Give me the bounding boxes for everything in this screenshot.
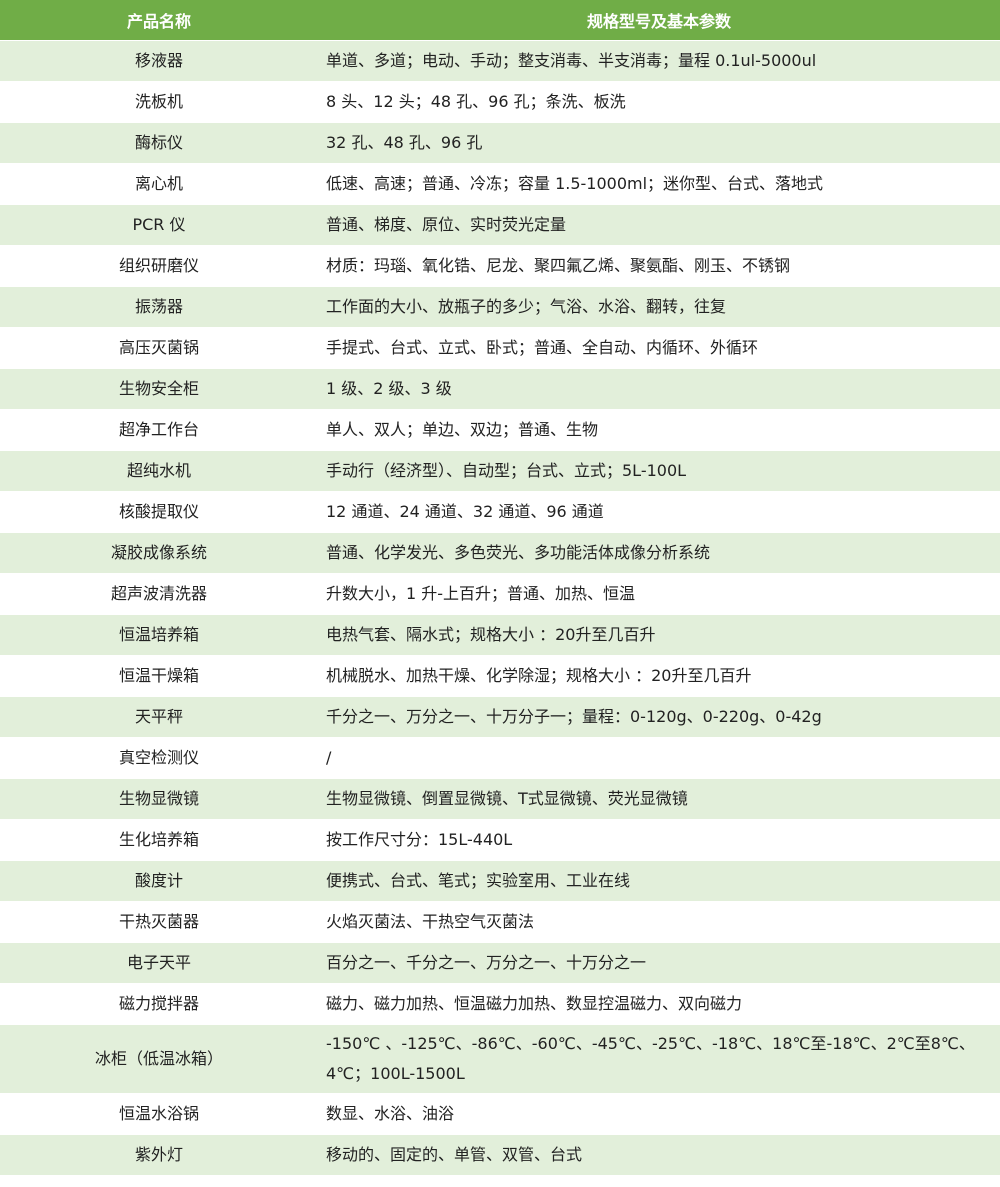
table-header: 产品名称 规格型号及基本参数	[0, 0, 1000, 41]
spec-cell: 电热气套、隔水式；规格大小 ：20升至几百升	[318, 614, 1000, 656]
product-name-cell: 恒温干燥箱	[0, 655, 318, 697]
table-row: 紫外灯 移动的、固定的、单管、双管、台式	[0, 1134, 1000, 1176]
table-row: 生物显微镜 生物显微镜、倒置显微镜、T式显微镜、荧光显微镜	[0, 778, 1000, 820]
product-name-cell: 紫外灯	[0, 1134, 318, 1176]
spec-cell: 百分之一、千分之一、万分之一、十万分之一	[318, 942, 1000, 984]
spec-cell: 普通、梯度、原位、实时荧光定量	[318, 204, 1000, 246]
header-product-name: 产品名称	[0, 0, 318, 41]
table-row: 生化培养箱 按工作尺寸分：15L-440L	[0, 819, 1000, 861]
header-spec: 规格型号及基本参数	[318, 0, 1000, 41]
table-row: 电子天平 百分之一、千分之一、万分之一、十万分之一	[0, 942, 1000, 984]
product-name-cell: 高压灭菌锅	[0, 327, 318, 369]
table-row: 超声波清洗器 升数大小，1 升-上百升；普通、加热、恒温	[0, 573, 1000, 615]
spec-cell: 单人、双人；单边、双边；普通、生物	[318, 409, 1000, 451]
product-name-cell: 超纯水机	[0, 450, 318, 492]
spec-cell: 32 孔、48 孔、96 孔	[318, 122, 1000, 164]
product-name-cell: 电子天平	[0, 942, 318, 984]
product-name-cell: 恒温培养箱	[0, 614, 318, 656]
product-name-cell: PCR 仪	[0, 204, 318, 246]
spec-cell: 12 通道、24 通道、32 通道、96 通道	[318, 491, 1000, 533]
table-row: 酶标仪 32 孔、48 孔、96 孔	[0, 122, 1000, 164]
product-name-cell: 离心机	[0, 163, 318, 205]
table-row: 恒温水浴锅 数显、水浴、油浴	[0, 1093, 1000, 1135]
spec-cell: 单道、多道；电动、手动；整支消毒、半支消毒；量程 0.1ul-5000ul	[318, 40, 1000, 82]
spec-cell: 低速、高速；普通、冷冻；容量 1.5-1000ml；迷你型、台式、落地式	[318, 163, 1000, 205]
product-name-cell: 酶标仪	[0, 122, 318, 164]
product-name-cell: 生化培养箱	[0, 819, 318, 861]
product-name-cell: 恒温水浴锅	[0, 1093, 318, 1135]
table-row: 核酸提取仪 12 通道、24 通道、32 通道、96 通道	[0, 491, 1000, 533]
spec-cell: 移动的、固定的、单管、双管、台式	[318, 1134, 1000, 1176]
spec-cell: 8 头、12 头；48 孔、96 孔；条洗、板洗	[318, 81, 1000, 123]
product-name-cell: 冰柜（低温冰箱）	[0, 1024, 318, 1094]
table-row: 冰柜（低温冰箱） -150℃ 、-125℃、-86℃、-60℃、-45℃、-25℃…	[0, 1024, 1000, 1094]
table-row: 生物安全柜 1 级、2 级、3 级	[0, 368, 1000, 410]
product-name-cell: 天平秤	[0, 696, 318, 738]
product-name-cell: 组织研磨仪	[0, 245, 318, 287]
product-name-cell: 酸度计	[0, 860, 318, 902]
spec-cell: 工作面的大小、放瓶子的多少；气浴、水浴、翻转，往复	[318, 286, 1000, 328]
product-name-cell: 洗板机	[0, 81, 318, 123]
spec-cell: 升数大小，1 升-上百升；普通、加热、恒温	[318, 573, 1000, 615]
table-row: 恒温干燥箱 机械脱水、加热干燥、化学除湿；规格大小 ：20升至几百升	[0, 655, 1000, 697]
product-name-cell: 核酸提取仪	[0, 491, 318, 533]
spec-cell: 材质：玛瑙、氧化锆、尼龙、聚四氟乙烯、聚氨酯、刚玉、不锈钢	[318, 245, 1000, 287]
spec-cell: 磁力、磁力加热、恒温磁力加热、数显控温磁力、双向磁力	[318, 983, 1000, 1025]
spec-cell: 手动行（经济型）、自动型；台式、立式；5L-100L	[318, 450, 1000, 492]
product-name-cell: 超净工作台	[0, 409, 318, 451]
product-name-cell: 生物显微镜	[0, 778, 318, 820]
table-row: 天平秤 千分之一、万分之一、十万分子一；量程：0-120g、0-220g、0-42…	[0, 696, 1000, 738]
spec-cell: /	[318, 737, 1000, 779]
product-name-cell: 磁力搅拌器	[0, 983, 318, 1025]
table-row: 干热灭菌器 火焰灭菌法、干热空气灭菌法	[0, 901, 1000, 943]
table-row: PCR 仪普通、梯度、原位、实时荧光定量	[0, 204, 1000, 246]
table-row: 酸度计 便携式、台式、笔式；实验室用、工业在线	[0, 860, 1000, 902]
product-name-cell: 凝胶成像系统	[0, 532, 318, 574]
spec-cell: 机械脱水、加热干燥、化学除湿；规格大小 ：20升至几百升	[318, 655, 1000, 697]
spec-cell: 1 级、2 级、3 级	[318, 368, 1000, 410]
product-name-cell: 干热灭菌器	[0, 901, 318, 943]
product-name-cell: 移液器	[0, 40, 318, 82]
table-row: 磁力搅拌器 磁力、磁力加热、恒温磁力加热、数显控温磁力、双向磁力	[0, 983, 1000, 1025]
table-row: 振荡器 工作面的大小、放瓶子的多少；气浴、水浴、翻转，往复	[0, 286, 1000, 328]
table-body: 移液器 单道、多道；电动、手动；整支消毒、半支消毒；量程 0.1ul-5000ul…	[0, 40, 1000, 1176]
spec-cell: 火焰灭菌法、干热空气灭菌法	[318, 901, 1000, 943]
spec-cell: 普通、化学发光、多色荧光、多功能活体成像分析系统	[318, 532, 1000, 574]
product-name-cell: 振荡器	[0, 286, 318, 328]
table-row: 洗板机 8 头、12 头；48 孔、96 孔；条洗、板洗	[0, 81, 1000, 123]
table-row: 凝胶成像系统 普通、化学发光、多色荧光、多功能活体成像分析系统	[0, 532, 1000, 574]
table-row: 离心机 低速、高速；普通、冷冻；容量 1.5-1000ml；迷你型、台式、落地式	[0, 163, 1000, 205]
table-row: 超净工作台 单人、双人；单边、双边；普通、生物	[0, 409, 1000, 451]
product-name-cell: 真空检测仪	[0, 737, 318, 779]
table-row: 超纯水机 手动行（经济型）、自动型；台式、立式；5L-100L	[0, 450, 1000, 492]
spec-cell: 千分之一、万分之一、十万分子一；量程：0-120g、0-220g、0-42g	[318, 696, 1000, 738]
product-name-cell: 超声波清洗器	[0, 573, 318, 615]
table-row: 真空检测仪 /	[0, 737, 1000, 779]
spec-cell: 生物显微镜、倒置显微镜、T式显微镜、荧光显微镜	[318, 778, 1000, 820]
spec-cell: 手提式、台式、立式、卧式；普通、全自动、内循环、外循环	[318, 327, 1000, 369]
table-row: 恒温培养箱 电热气套、隔水式；规格大小 ：20升至几百升	[0, 614, 1000, 656]
table-row: 组织研磨仪 材质：玛瑙、氧化锆、尼龙、聚四氟乙烯、聚氨酯、刚玉、不锈钢	[0, 245, 1000, 287]
spec-cell: -150℃ 、-125℃、-86℃、-60℃、-45℃、-25℃、-18℃、18…	[318, 1024, 1000, 1094]
table-row: 移液器 单道、多道；电动、手动；整支消毒、半支消毒；量程 0.1ul-5000ul	[0, 40, 1000, 82]
table-row: 高压灭菌锅 手提式、台式、立式、卧式；普通、全自动、内循环、外循环	[0, 327, 1000, 369]
spec-cell: 数显、水浴、油浴	[318, 1093, 1000, 1135]
spec-cell: 便携式、台式、笔式；实验室用、工业在线	[318, 860, 1000, 902]
product-name-cell: 生物安全柜	[0, 368, 318, 410]
spec-cell: 按工作尺寸分：15L-440L	[318, 819, 1000, 861]
